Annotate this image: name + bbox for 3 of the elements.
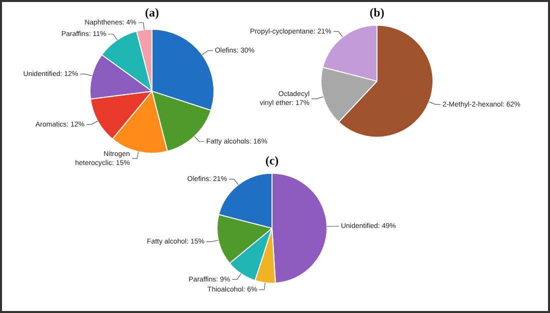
chart-title: (b) [370, 5, 384, 20]
chart-title: (c) [265, 153, 279, 168]
chart-title: (a) [145, 5, 159, 20]
